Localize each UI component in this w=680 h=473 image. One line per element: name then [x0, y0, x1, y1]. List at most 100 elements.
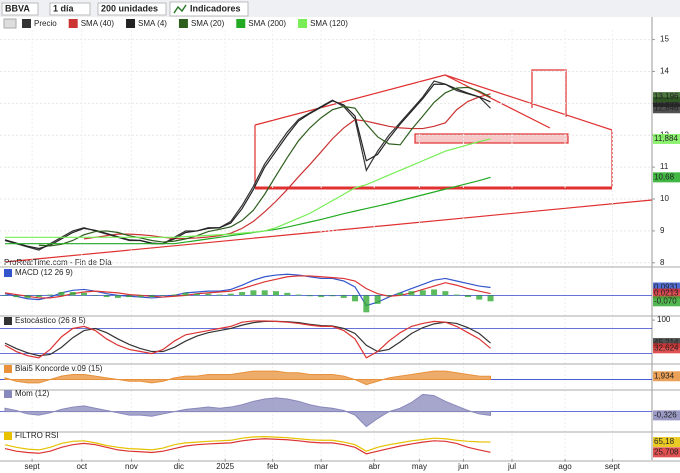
- area: [4, 370, 492, 386]
- zone-rect: [414, 133, 569, 144]
- x-tick-label: dic: [174, 462, 184, 471]
- histogram-bar: [363, 295, 370, 313]
- histogram-bar: [261, 290, 268, 296]
- histogram-bar: [453, 294, 460, 296]
- histogram-bar: [182, 292, 189, 296]
- value-label-box: [653, 172, 680, 183]
- line: [83, 93, 491, 240]
- y-tick-label: 15: [660, 35, 669, 44]
- value-label-box: [653, 296, 680, 307]
- value-label: -0,070: [654, 296, 677, 305]
- value-label: 0,0931: [654, 283, 679, 292]
- value-label-box: [653, 437, 680, 448]
- histogram-bar: [58, 292, 65, 296]
- value-label: 13,196: [654, 92, 679, 101]
- histogram-bar: [114, 295, 121, 298]
- legend-label: SMA (120): [310, 19, 348, 28]
- period: 1 día: [53, 3, 75, 13]
- histogram-bar: [47, 294, 54, 296]
- histogram-bar: [464, 295, 471, 298]
- indicators-icon: [173, 4, 187, 14]
- units: 200 unidades: [101, 3, 158, 13]
- histogram-bar: [306, 295, 313, 297]
- value-label-box: [653, 103, 680, 114]
- value-label: 0,0213: [654, 289, 679, 298]
- x-tick-label: jul: [507, 462, 516, 471]
- histogram-bar: [2, 295, 8, 296]
- value-label-box: [653, 447, 680, 458]
- legend-label: Precio: [34, 19, 57, 28]
- x-tick-label: oct: [76, 462, 87, 471]
- histogram-bar: [171, 294, 178, 296]
- histogram-bar: [205, 293, 212, 296]
- trend-line: [254, 74, 446, 126]
- line: [4, 436, 491, 452]
- plot-area: [0, 17, 652, 466]
- panel-title: MACD (12 26 9): [15, 268, 73, 277]
- histogram-bar: [340, 295, 347, 298]
- panel-title-swatch: [4, 432, 12, 440]
- legend-swatch: [126, 19, 136, 28]
- legend-swatch: [236, 19, 246, 28]
- value-label: 11,884: [654, 134, 678, 143]
- line: [4, 273, 491, 307]
- histogram-bar: [13, 295, 20, 298]
- x-tick-label: jun: [457, 462, 469, 471]
- histogram-bar: [374, 295, 381, 304]
- x-tick-label: mar: [314, 462, 328, 471]
- legend-label: SMA (20): [191, 19, 225, 28]
- histogram-bar: [160, 295, 167, 296]
- trend-line: [444, 74, 613, 131]
- legend-label: SMA (40): [81, 19, 115, 28]
- histogram-bar: [431, 289, 438, 296]
- x-tick-label: feb: [267, 462, 279, 471]
- histogram-bar: [137, 295, 144, 298]
- y-tick-label: 9: [660, 226, 665, 235]
- line: [5, 138, 491, 238]
- symbol: BBVA: [5, 3, 30, 13]
- line: [5, 176, 491, 245]
- value-label-box: [653, 371, 680, 382]
- y-tick-label: 11: [660, 162, 669, 171]
- histogram-bar: [126, 295, 133, 298]
- histogram-bar: [216, 294, 223, 296]
- histogram-bar: [442, 291, 449, 296]
- histogram-bar: [239, 292, 246, 296]
- panel-title-swatch: [4, 390, 12, 398]
- histogram-bar: [148, 295, 155, 298]
- legend-swatch: [22, 19, 31, 28]
- x-tick-label: nov: [125, 462, 138, 471]
- value-label: 12,846: [654, 103, 679, 112]
- panel-title: Blai5 Koncorde v.09 (15): [15, 364, 103, 373]
- histogram-bar: [103, 295, 110, 298]
- indicators-button[interactable]: [169, 1, 249, 17]
- panel-title: Mom (12): [15, 389, 50, 398]
- legend: Precio SMA (40) SMA (4) SMA (20) SMA (200) SM…: [3, 18, 348, 29]
- value-label: 65,18: [654, 437, 675, 446]
- line: [4, 438, 491, 455]
- line: [4, 320, 491, 357]
- histogram-bar: [419, 290, 426, 296]
- histogram-bar: [352, 295, 359, 302]
- value-label: 32,624: [654, 343, 679, 352]
- histogram-bar: [272, 291, 279, 296]
- histogram-bar: [69, 292, 76, 296]
- area: [4, 393, 492, 428]
- histogram-bar: [408, 291, 415, 296]
- histogram-bar: [92, 295, 99, 296]
- x-tick-label: sept: [25, 462, 41, 471]
- units-box[interactable]: [97, 2, 167, 16]
- symbol-box[interactable]: [1, 2, 39, 16]
- panel-title-swatch: [4, 365, 12, 373]
- x-tick-label: abr: [368, 462, 380, 471]
- legend-swatch: [298, 19, 308, 28]
- line: [4, 320, 491, 359]
- line: [4, 83, 491, 250]
- histogram-bar: [24, 295, 31, 298]
- x-tick-label: sept: [605, 462, 621, 471]
- value-label-box: [653, 92, 680, 103]
- x-tick-label: may: [412, 462, 427, 471]
- histogram-bar: [284, 292, 291, 296]
- period-box[interactable]: [49, 2, 91, 16]
- legend-toggle: [3, 18, 17, 29]
